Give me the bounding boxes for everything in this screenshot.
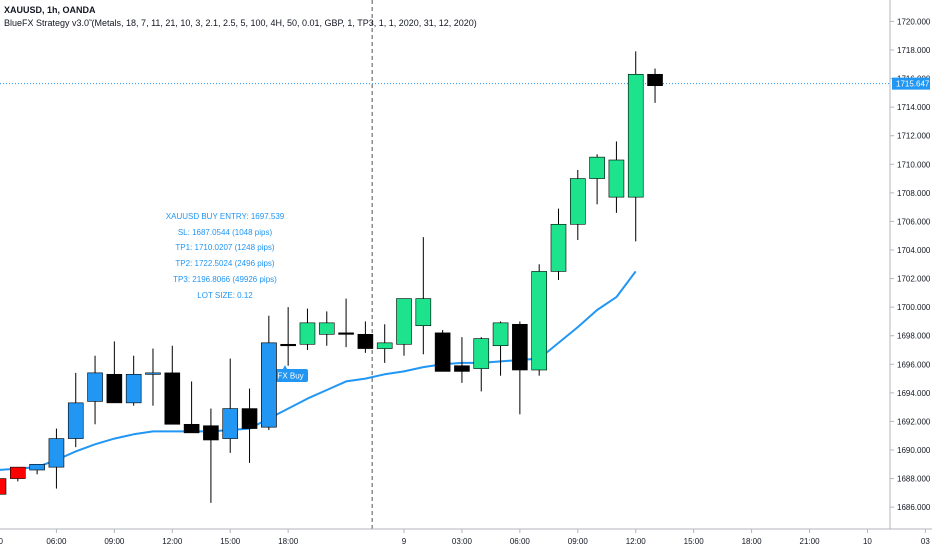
time-tick-label: 15:00 — [684, 537, 705, 546]
trade-tp2-label: TP2: 1722.5024 (2496 pips) — [175, 259, 275, 268]
candle-body — [145, 372, 161, 375]
time-axis-panel — [0, 529, 932, 550]
price-tick-label: 1708.000 — [897, 189, 931, 198]
time-tick-label: 12:00 — [626, 537, 647, 546]
candle-body — [376, 342, 393, 349]
current-price-label: 1715.647 — [896, 80, 930, 89]
candle-body — [318, 322, 335, 335]
time-tick-label: 18:00 — [742, 537, 763, 546]
time-tick-label: 09:00 — [104, 537, 125, 546]
candle-body — [608, 159, 625, 198]
candle-body — [280, 343, 296, 347]
candle-body — [241, 408, 258, 429]
candle-body — [29, 463, 45, 471]
candle-body — [415, 298, 432, 327]
candle-body — [434, 332, 451, 372]
candle-body — [67, 402, 84, 439]
candle-body — [0, 478, 7, 495]
candle-body — [492, 322, 509, 347]
price-tick-label: 1700.000 — [897, 303, 931, 312]
candle-body — [10, 466, 26, 479]
time-tick-label: 09:00 — [568, 537, 589, 546]
candle-body — [569, 178, 586, 225]
price-tick-label: 1702.000 — [897, 275, 931, 284]
candle-body — [48, 438, 65, 468]
price-tick-label: 1690.000 — [897, 446, 931, 455]
candle-body — [87, 372, 103, 402]
candle-body — [473, 338, 490, 369]
candle-body — [106, 373, 123, 404]
price-tick-label: 1686.000 — [897, 503, 931, 512]
candle-body — [338, 332, 354, 335]
moving-average-line — [0, 270, 637, 471]
price-tick-label: 1706.000 — [897, 217, 931, 226]
trade-tp1-label: TP1: 1710.0207 (1248 pips) — [175, 243, 275, 252]
buy-signal-label: ue FX Buy — [266, 372, 303, 381]
price-tick-label: 1710.000 — [897, 160, 931, 169]
time-tick-label: 15:00 — [220, 537, 241, 546]
current-price-badge — [892, 77, 930, 90]
price-tick-label: 1714.000 — [897, 103, 931, 112]
candle-body — [164, 372, 181, 425]
candle-body — [627, 73, 644, 198]
time-tick-label: 12:00 — [162, 537, 183, 546]
candle-body — [222, 408, 239, 439]
candle-body — [357, 333, 374, 349]
time-tick-label: 21:00 — [800, 537, 821, 546]
candle-body — [531, 271, 547, 371]
buy-signal-arrow — [283, 365, 287, 369]
candle-body — [550, 223, 567, 272]
candle-body — [125, 373, 142, 404]
candle-body — [299, 322, 316, 345]
candle-body — [203, 425, 219, 441]
price-tick-label: 1692.000 — [897, 417, 931, 426]
time-tick-label: 06:00 — [510, 537, 531, 546]
price-tick-label: 1712.000 — [897, 132, 931, 141]
time-tick-label: 18:00 — [278, 537, 299, 546]
trade-entry-label: XAUUSD BUY ENTRY: 1697.539 — [165, 212, 285, 221]
candle-body — [647, 73, 663, 87]
time-tick-label: 10 — [863, 537, 872, 546]
time-tick-label: 06:00 — [46, 537, 67, 546]
price-tick-label: 1694.000 — [897, 389, 931, 398]
time-tick-label: 9 — [402, 537, 407, 546]
price-tick-label: 1718.000 — [897, 46, 931, 55]
candle-body — [183, 423, 200, 434]
indicator-settings-label[interactable]: BlueFX Strategy v3.0̃ (Metals, 18, 7, 11… — [4, 18, 477, 28]
time-tick-label: 03:00 — [452, 537, 473, 546]
chart-symbol-title: XAUUSD, 1h, OANDA — [4, 5, 96, 15]
price-tick-label: 1698.000 — [897, 332, 931, 341]
trade-lot-size-label: LOT SIZE: 0.12 — [197, 291, 253, 300]
candle-body — [589, 156, 605, 179]
price-tick-label: 1688.000 — [897, 475, 931, 484]
candle-body — [396, 298, 412, 345]
time-tick-label: 03 — [921, 537, 930, 546]
price-axis-panel — [890, 0, 932, 550]
price-tick-label: 1704.000 — [897, 246, 931, 255]
trade-tp3-label: TP3: 2196.8066 (49926 pips) — [173, 275, 277, 284]
trade-sl-label: SL: 1687.0544 (1048 pips) — [177, 228, 273, 237]
candle-body — [454, 365, 470, 372]
time-tick-label: 00 — [0, 537, 3, 546]
candle-body — [261, 342, 277, 428]
price-tick-label: 1720.000 — [897, 17, 931, 26]
price-tick-label: 1696.000 — [897, 360, 931, 369]
candle-body — [512, 323, 528, 371]
